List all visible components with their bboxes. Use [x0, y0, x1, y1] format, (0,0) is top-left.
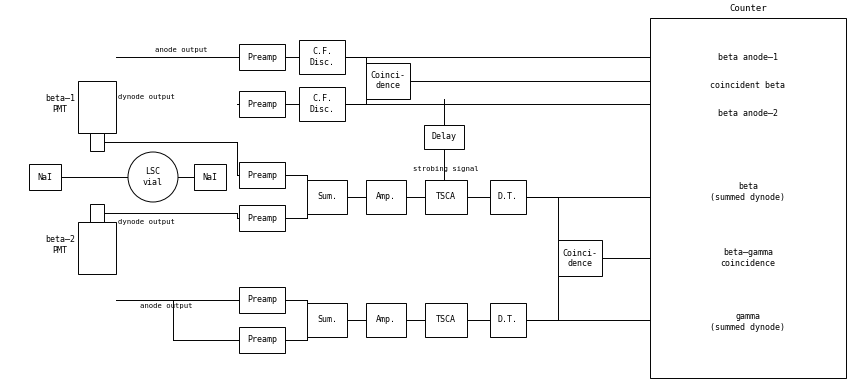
Text: dynode output: dynode output: [118, 94, 175, 100]
Bar: [90, 204, 104, 222]
Text: Coinci-
dence: Coinci- dence: [562, 249, 597, 268]
Bar: [366, 303, 406, 337]
Text: beta
(summed dynode): beta (summed dynode): [710, 182, 786, 202]
Bar: [650, 18, 846, 378]
Text: anode output: anode output: [155, 47, 207, 53]
Bar: [239, 205, 285, 231]
Text: beta anode–1: beta anode–1: [718, 53, 778, 62]
Text: C.F.
Disc.: C.F. Disc.: [310, 47, 335, 67]
Bar: [366, 62, 410, 98]
Text: beta–2
PMT: beta–2 PMT: [45, 235, 75, 255]
Text: TSCA: TSCA: [436, 316, 456, 325]
Bar: [307, 303, 347, 337]
Bar: [490, 303, 526, 337]
Circle shape: [128, 152, 178, 202]
Text: NaI: NaI: [38, 172, 52, 181]
Text: beta–gamma
coincidence: beta–gamma coincidence: [721, 248, 776, 268]
Text: Preamp: Preamp: [247, 296, 277, 305]
Bar: [194, 164, 226, 190]
Text: Sum.: Sum.: [317, 192, 337, 201]
Bar: [307, 180, 347, 214]
Text: D.T.: D.T.: [498, 192, 518, 201]
Bar: [299, 87, 345, 121]
Text: D.T.: D.T.: [498, 316, 518, 325]
Bar: [239, 44, 285, 70]
Text: gamma
(summed dynode): gamma (summed dynode): [710, 312, 786, 332]
Text: beta anode–2: beta anode–2: [718, 109, 778, 118]
Bar: [239, 162, 285, 188]
Text: beta–1
PMT: beta–1 PMT: [45, 94, 75, 114]
Bar: [90, 133, 104, 151]
Bar: [425, 180, 467, 214]
Text: Counter: Counter: [729, 4, 767, 13]
Bar: [239, 327, 285, 353]
Bar: [424, 125, 464, 149]
Text: Coinci-
dence: Coinci- dence: [371, 71, 406, 90]
Bar: [299, 40, 345, 74]
Bar: [239, 91, 285, 117]
Text: TSCA: TSCA: [436, 192, 456, 201]
Text: LSC
vial: LSC vial: [143, 167, 163, 187]
Bar: [78, 222, 116, 274]
Text: coincident beta: coincident beta: [710, 80, 786, 89]
Bar: [490, 180, 526, 214]
Bar: [29, 164, 61, 190]
Text: Preamp: Preamp: [247, 53, 277, 62]
Text: Amp.: Amp.: [376, 316, 396, 325]
Text: NaI: NaI: [203, 172, 217, 181]
Text: Preamp: Preamp: [247, 214, 277, 223]
Text: Preamp: Preamp: [247, 100, 277, 109]
Text: C.F.
Disc.: C.F. Disc.: [310, 94, 335, 114]
Text: strobing signal: strobing signal: [413, 165, 479, 172]
Text: Amp.: Amp.: [376, 192, 396, 201]
Bar: [366, 180, 406, 214]
Text: Preamp: Preamp: [247, 171, 277, 180]
Text: Delay: Delay: [431, 132, 456, 141]
Bar: [78, 81, 116, 133]
Bar: [425, 303, 467, 337]
Text: anode output: anode output: [140, 303, 193, 309]
Text: Preamp: Preamp: [247, 336, 277, 345]
Text: Sum.: Sum.: [317, 316, 337, 325]
Text: dynode output: dynode output: [118, 219, 175, 225]
Bar: [558, 240, 602, 276]
Bar: [239, 287, 285, 313]
